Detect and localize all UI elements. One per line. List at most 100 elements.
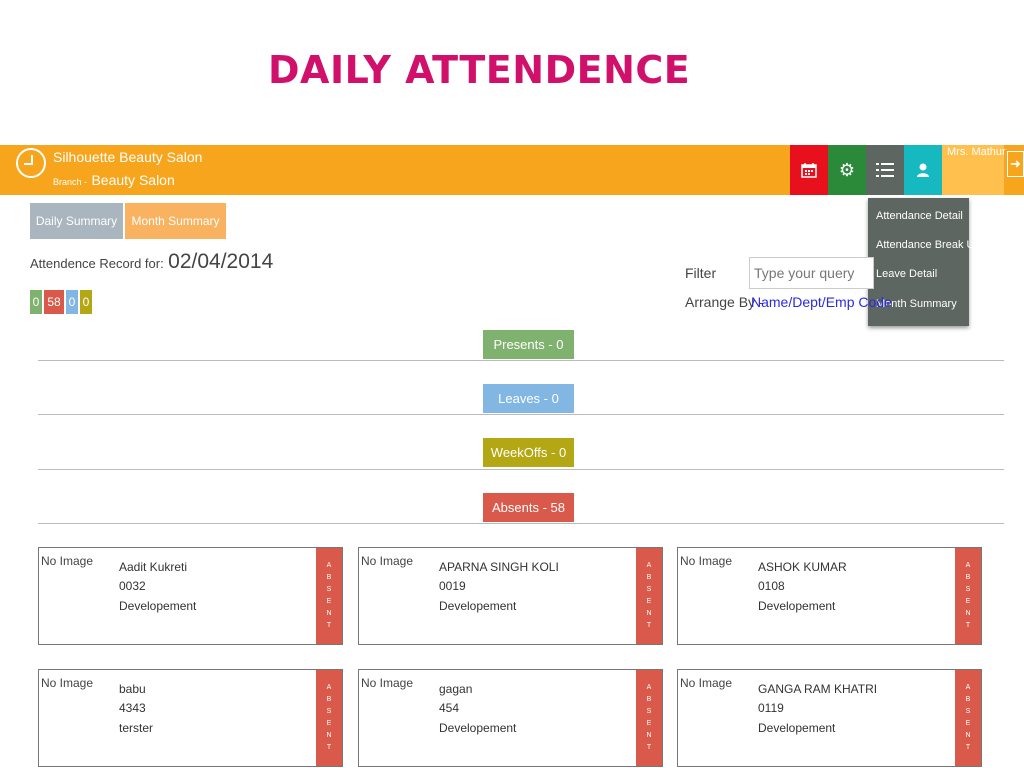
employee-card[interactable]: No Image APARNA SINGH KOLI 0019 Develope…: [358, 547, 663, 645]
status-letter: B: [646, 574, 652, 581]
calendar-icon: [801, 163, 817, 178]
employee-department: Developement: [758, 721, 836, 735]
status-letter: B: [326, 574, 332, 581]
status-letter: S: [965, 586, 971, 593]
status-letter: S: [965, 708, 971, 715]
employee-photo-placeholder: No Image: [41, 554, 94, 568]
employee-code: 0019: [439, 579, 466, 593]
weekoffs-section-button[interactable]: WeekOffs - 0: [483, 438, 574, 467]
absent-count-badge: 58: [44, 290, 64, 314]
logout-icon: ➜: [1010, 156, 1021, 171]
menu-button[interactable]: [866, 145, 904, 195]
calendar-button[interactable]: [790, 145, 828, 195]
status-letter: N: [646, 732, 652, 739]
menu-item-leave-detail[interactable]: Leave Detail: [876, 268, 938, 280]
status-letter: A: [646, 562, 652, 569]
filter-input[interactable]: [749, 257, 874, 289]
status-letter: E: [965, 720, 971, 727]
status-letter: B: [965, 696, 971, 703]
employee-photo-placeholder: No Image: [680, 676, 733, 690]
divider: [38, 523, 1004, 524]
employee-name: gagan: [439, 682, 473, 696]
employee-card[interactable]: No Image GANGA RAM KHATRI 0119 Developem…: [677, 669, 982, 767]
status-letter: T: [965, 744, 971, 751]
employee-card[interactable]: No Image ASHOK KUMAR 0108 Developement A…: [677, 547, 982, 645]
employee-department: Developement: [439, 721, 517, 735]
clock-icon: [16, 148, 46, 178]
menu-item-attendance-detail[interactable]: Attendance Detail: [876, 210, 963, 222]
divider: [38, 469, 1004, 470]
settings-icon: ⚙: [838, 159, 856, 180]
weekoff-count-badge: 0: [80, 290, 92, 314]
status-letter: N: [326, 732, 332, 739]
status-letter: S: [646, 586, 652, 593]
arrange-by-link[interactable]: Name/Dept/Emp Code: [751, 294, 892, 310]
list-icon: [876, 163, 894, 177]
month-summary-button[interactable]: Month Summary: [125, 203, 226, 239]
status-letter: A: [965, 684, 971, 691]
status-letter: N: [646, 610, 652, 617]
branch-label: Branch -: [53, 177, 88, 187]
status-letter: E: [646, 720, 652, 727]
status-letter: S: [326, 586, 332, 593]
status-letter: T: [326, 744, 332, 751]
employee-photo-placeholder: No Image: [41, 676, 94, 690]
employee-name: GANGA RAM KHATRI: [758, 682, 878, 696]
status-letter: T: [646, 744, 652, 751]
employee-name: APARNA SINGH KOLI: [439, 560, 559, 574]
status-letter: E: [326, 598, 332, 605]
employee-photo-placeholder: No Image: [680, 554, 733, 568]
status-letter: S: [646, 708, 652, 715]
salon-name: Silhouette Beauty Salon: [53, 149, 203, 165]
user-icon: [917, 163, 929, 177]
logout-button[interactable]: ➜: [1007, 151, 1024, 177]
arrange-by-label: Arrange By -: [685, 294, 764, 310]
employee-photo-placeholder: No Image: [361, 554, 414, 568]
employee-code: 4343: [119, 701, 146, 715]
menu-item-month-summary[interactable]: Month Summary: [876, 298, 957, 310]
employee-card[interactable]: No Image Aadit Kukreti 0032 Developement…: [38, 547, 343, 645]
daily-summary-button[interactable]: Daily Summary: [30, 203, 123, 239]
profile-name: Mrs. Mathur: [947, 146, 1006, 158]
status-letter: A: [646, 684, 652, 691]
profile-button[interactable]: Mrs. Mathur: [942, 145, 1006, 195]
status-letter: B: [965, 574, 971, 581]
status-letter: T: [326, 622, 332, 629]
status-letter: A: [965, 562, 971, 569]
absents-section-button[interactable]: Absents - 58: [483, 493, 574, 522]
status-letter: B: [326, 696, 332, 703]
record-label: Attendence Record for:: [30, 256, 164, 271]
divider: [38, 360, 1004, 361]
employee-photo-placeholder: No Image: [361, 676, 414, 690]
status-letter: N: [326, 610, 332, 617]
slide-title: DAILY ATTENDENCE: [268, 48, 691, 92]
employee-name: ASHOK KUMAR: [758, 560, 847, 574]
status-letter: E: [646, 598, 652, 605]
presents-section-button[interactable]: Presents - 0: [483, 330, 574, 359]
users-button[interactable]: [904, 145, 942, 195]
status-letter: A: [326, 562, 332, 569]
leave-count-badge: 0: [66, 290, 78, 314]
branch-value[interactable]: Beauty Salon: [91, 172, 175, 188]
employee-name: babu: [119, 682, 146, 696]
settings-button[interactable]: ⚙: [828, 145, 866, 195]
status-letter: N: [965, 732, 971, 739]
employee-department: Developement: [758, 599, 836, 613]
menu-item-attendance-break-up[interactable]: Attendance Break Up: [876, 239, 981, 251]
status-letter: T: [646, 622, 652, 629]
employee-department: Developement: [439, 599, 517, 613]
employee-code: 0119: [758, 701, 784, 715]
status-letter: S: [326, 708, 332, 715]
attendance-record-line: Attendence Record for: 02/04/2014: [30, 250, 273, 274]
status-letter: B: [646, 696, 652, 703]
leaves-section-button[interactable]: Leaves - 0: [483, 384, 574, 413]
employee-department: Developement: [119, 599, 197, 613]
